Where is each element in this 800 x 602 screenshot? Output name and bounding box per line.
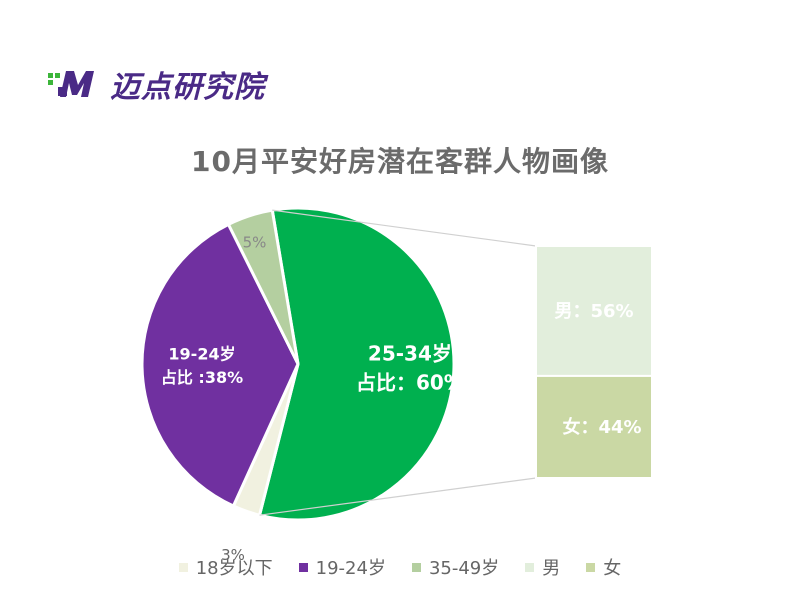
chart-legend: 18岁以下 19-24岁 35-49岁 男 女 (0, 554, 800, 580)
legend-label: 18岁以下 (195, 558, 273, 579)
breakdown-bar-male (535, 245, 653, 377)
logo-mark-icon (48, 71, 94, 97)
legend-item: 男 (525, 554, 560, 580)
pie-slice-35-49 (226, 208, 300, 366)
legend-item: 18岁以下 (178, 554, 273, 580)
legend-swatch (411, 562, 421, 572)
brand-logo: 迈点研究院 (46, 62, 265, 106)
legend-label: 女 (603, 558, 622, 579)
legend-label: 19-24岁 (315, 558, 386, 579)
pie-slice-25-34 (258, 206, 456, 522)
slice-label-25-34-name: 25-34岁 (368, 341, 452, 365)
connector-line-bottom (259, 477, 537, 516)
breakdown-label-male: 男：56% (554, 301, 633, 322)
slice-label-19-24-value: 占比 :38% (161, 368, 243, 387)
breakdown-bar-female (535, 374, 653, 480)
legend-swatch (298, 562, 308, 572)
slice-label-18-under-value: 3% (221, 546, 245, 564)
brand-name: 迈点研究院 (110, 70, 265, 105)
legend-swatch (586, 562, 596, 572)
pie-slice-19-24 (140, 222, 300, 508)
slice-label-19-24-name: 19-24岁 (168, 345, 235, 364)
legend-item: 35-49岁 (411, 554, 500, 580)
legend-label: 35-49岁 (428, 558, 500, 579)
chart-title: 10月平安好房潜在客群人物画像 (191, 145, 609, 178)
legend-item: 女 (586, 554, 621, 580)
legend-swatch (525, 562, 535, 572)
slice-label-35-49-value: 5% (243, 234, 267, 252)
breakdown-label-female: 女：44% (562, 416, 641, 438)
legend-swatch (178, 562, 188, 572)
legend-label: 男 (542, 558, 561, 579)
legend-item: 19-24岁 (298, 554, 386, 580)
slice-label-25-34-value: 占比：60% (356, 370, 464, 394)
connector-line-top (272, 209, 537, 247)
